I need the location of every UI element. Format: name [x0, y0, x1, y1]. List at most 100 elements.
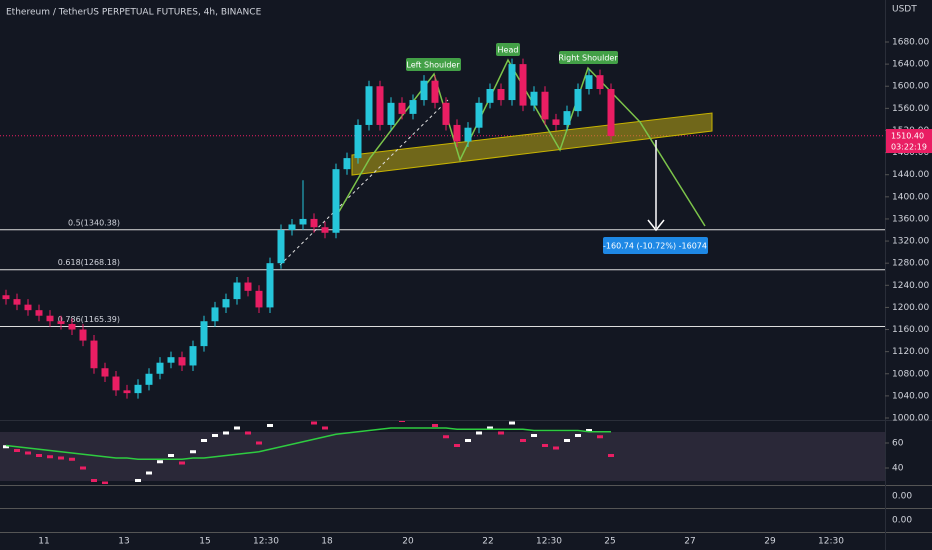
y-tick-label: 1400.00: [892, 192, 929, 202]
candle-body: [321, 227, 329, 233]
candle-body: [189, 346, 197, 366]
indicator-dot: [553, 446, 559, 450]
candle-body: [68, 324, 76, 330]
indicator-dot: [300, 414, 306, 417]
y-tick-label: 1080.00: [892, 369, 929, 379]
candle-body: [541, 91, 549, 120]
measure-label: -160.74 (-10.72%) -16074: [603, 242, 707, 251]
x-tick-label: 20: [402, 537, 414, 547]
y-tick-label: 1440.00: [892, 170, 929, 180]
x-tick-label: 22: [482, 537, 493, 547]
target-arrow-head: [647, 219, 665, 232]
indicator-tick-label: 60: [892, 439, 904, 449]
candle-body: [387, 102, 395, 125]
candle-body: [2, 295, 10, 300]
candle-body: [475, 102, 483, 128]
indicator: [3, 407, 614, 490]
x-tick-label: 29: [764, 537, 776, 547]
y-tick-label: 1600.00: [892, 82, 929, 92]
indicator-dot: [91, 479, 97, 482]
y-tick-label: 1560.00: [892, 104, 929, 114]
measure-box: [603, 237, 708, 254]
indicator-dot: [333, 410, 339, 413]
indicator-dot: [102, 481, 108, 484]
fib-label: 0.5(1340.38): [68, 218, 120, 227]
indicator-dot: [421, 412, 427, 415]
indicator-ma: [5, 427, 611, 460]
fib-label: 0.786(1165.39): [58, 315, 120, 324]
candle-body: [101, 368, 109, 377]
x-tick-label: 12:30: [818, 537, 844, 547]
indicator-dot: [124, 487, 130, 490]
candle-body: [233, 282, 241, 300]
candle-body: [332, 169, 340, 233]
pattern-label-box: [496, 43, 520, 56]
x-tick-label: 18: [321, 537, 333, 547]
countdown-label: 03:22:19: [891, 143, 927, 152]
indicator-dot: [597, 435, 603, 439]
candle-body: [123, 390, 131, 394]
indicator-dot: [267, 424, 273, 427]
indicator-dot: [454, 444, 460, 447]
indicator-dot: [355, 407, 361, 410]
indicator-dot: [14, 449, 20, 452]
candle-body: [178, 357, 186, 366]
indicator-dot: [289, 417, 295, 420]
candle-body: [156, 362, 164, 374]
candle-body: [134, 384, 142, 394]
candle-body: [343, 158, 351, 170]
candle-body: [35, 310, 43, 316]
y-tick-label: 1160.00: [892, 325, 929, 335]
indicator-dot: [388, 414, 394, 417]
candle-body: [299, 218, 307, 225]
fib-label: 0.618(1268.18): [58, 258, 120, 267]
x-tick-label: 12:30: [253, 537, 279, 547]
x-tick-label: 13: [118, 537, 129, 547]
candle-body: [46, 315, 54, 322]
candle-body: [530, 91, 538, 106]
indicator-dot: [80, 466, 86, 470]
candle-body: [365, 86, 373, 125]
indicator-dot: [531, 434, 537, 437]
candle-body: [486, 89, 494, 103]
candle-body: [79, 329, 87, 341]
y-tick-label: 1200.00: [892, 303, 929, 313]
y-tick-label: 1120.00: [892, 347, 929, 357]
indicator-dot: [399, 421, 405, 422]
indicator-dot: [476, 431, 482, 435]
candle-body: [453, 124, 461, 142]
candle-body: [112, 376, 120, 391]
indicator-dot: [245, 431, 251, 435]
indicator-dot: [135, 479, 141, 482]
candle-body: [497, 89, 505, 101]
y-tick-label: 1320.00: [892, 237, 929, 247]
x-tick-label: 11: [38, 537, 49, 547]
trend-line: [279, 99, 449, 266]
candle-body: [508, 64, 516, 101]
candle-body: [13, 299, 21, 305]
candle-body: [277, 230, 285, 264]
pattern-label: Right Shoulder: [558, 54, 618, 63]
x-tick-label: 25: [604, 537, 615, 547]
last-price-label: 1510.40: [891, 132, 924, 141]
indicator-dot: [344, 409, 350, 412]
indicator-dot: [256, 441, 262, 445]
indicator-band: [0, 432, 885, 481]
indicator-dot: [465, 439, 471, 442]
indicator-dot: [69, 457, 75, 461]
candle-body: [167, 357, 175, 363]
indicator-dot: [487, 426, 493, 430]
indicator-dot: [586, 429, 592, 432]
y-tick-label: 1640.00: [892, 60, 929, 70]
y-tick-label: 1000.00: [892, 414, 929, 424]
candle-body: [519, 64, 527, 106]
y-tick-label: 1280.00: [892, 259, 929, 269]
indicator-dot: [201, 439, 207, 442]
y-tick-label: 1360.00: [892, 214, 929, 224]
indicator-dot: [410, 417, 416, 420]
indicator-dot: [443, 435, 449, 439]
indicator-dot: [278, 417, 284, 420]
indicator-dot: [146, 471, 152, 475]
indicator-dot: [509, 421, 515, 425]
indicator-dot: [234, 426, 240, 430]
